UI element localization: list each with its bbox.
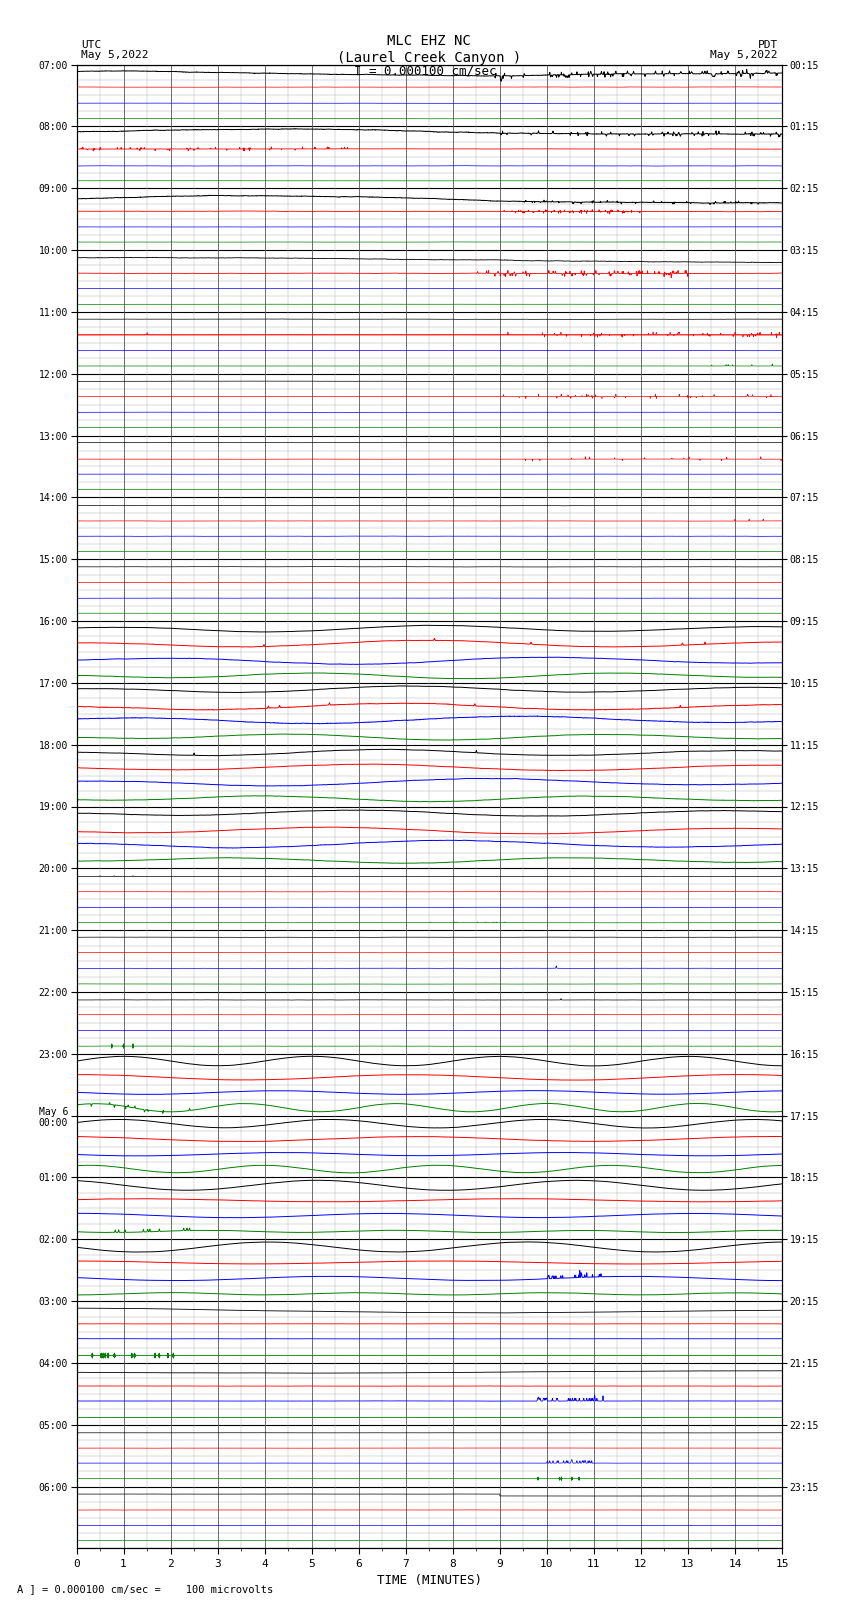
Title: MLC EHZ NC
(Laurel Creek Canyon ): MLC EHZ NC (Laurel Creek Canyon ) bbox=[337, 34, 521, 65]
Text: UTC: UTC bbox=[81, 40, 101, 50]
Text: PDT: PDT bbox=[757, 40, 778, 50]
Text: May 5,2022: May 5,2022 bbox=[81, 50, 148, 60]
Text: A ] = 0.000100 cm/sec =    100 microvolts: A ] = 0.000100 cm/sec = 100 microvolts bbox=[17, 1584, 273, 1594]
Text: May 5,2022: May 5,2022 bbox=[711, 50, 778, 60]
X-axis label: TIME (MINUTES): TIME (MINUTES) bbox=[377, 1574, 482, 1587]
Text: I = 0.000100 cm/sec: I = 0.000100 cm/sec bbox=[354, 65, 496, 77]
